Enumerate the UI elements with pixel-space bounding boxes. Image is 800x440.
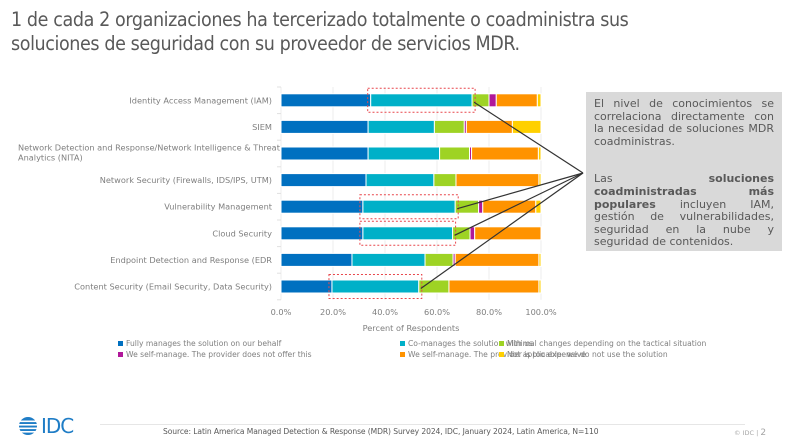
idc-logo: IDC: [18, 414, 74, 438]
category-labels: Identity Access Management (IAM) SIEM Netw…: [18, 95, 281, 291]
insight-callout: El nivel de conocimientos se correlacion…: [586, 92, 782, 251]
bar-segment: [448, 279, 540, 294]
legend-label: Co-manages the solution with us: [408, 339, 533, 348]
legend-swatch: [118, 341, 123, 346]
callout-text: Las: [594, 172, 709, 186]
x-tick-label: 80.0%: [476, 307, 502, 317]
bar-segment: [424, 252, 454, 267]
bar-segment: [280, 279, 333, 294]
callout-paragraph-2: Las soluciones coadministradas más popul…: [594, 173, 774, 249]
category-label: Endpoint Detection and Response (EDR: [110, 255, 272, 265]
callout-text: incluyen IAM, gestión de vulnerabilidade…: [594, 197, 774, 249]
legend-swatch: [400, 341, 405, 346]
bar-segment: [488, 93, 497, 108]
bar-segment: [370, 93, 473, 108]
legend-label: Fully manages the solution on our behalf: [126, 339, 282, 348]
bar-segment: [471, 146, 539, 161]
bar-segment: [365, 173, 435, 188]
connector-line: [454, 172, 584, 236]
legend-label: Minimal changes depending on the tactica…: [507, 339, 707, 348]
page-footer: © IDC | 2: [734, 428, 766, 438]
bar-segment: [280, 119, 369, 134]
bar-segment: [469, 226, 476, 241]
bar-segment: [280, 173, 367, 188]
bar-segment: [538, 279, 542, 294]
bar-segment: [474, 226, 542, 241]
source-note: Source: Latin America Managed Detection …: [163, 427, 599, 436]
separator: |: [756, 429, 759, 437]
x-tick-label: 60.0%: [424, 307, 450, 317]
connector-line: [420, 172, 584, 289]
slide-title: 1 de cada 2 organizaciones ha tercerizad…: [11, 8, 629, 55]
highlight-box: [359, 194, 459, 220]
connector-line: [457, 172, 584, 210]
highlight-box: [367, 87, 476, 113]
legend-swatch: [499, 352, 504, 357]
category-label: Content Security (Email Security, Data S…: [74, 282, 272, 292]
legend-label: We self-manage. The provider does not of…: [126, 350, 312, 359]
category-label: Network Security (Firewalls, IDS/IPS, UT…: [100, 175, 272, 185]
bar-segment: [511, 119, 542, 134]
legend-item: We self-manage. The provider is too expe…: [400, 350, 586, 359]
stacked-bar-chart: Identity Access Management (IAM) SIEM Netw…: [18, 86, 584, 333]
bar-segment: [367, 119, 435, 134]
bar-segment: [280, 199, 364, 214]
callout-connectors: [420, 101, 584, 289]
bar-segment: [280, 252, 353, 267]
gridlines: [277, 86, 542, 301]
legend-item: Minimal changes depending on the tactica…: [499, 339, 706, 348]
callout-paragraph-1: El nivel de conocimientos se correlacion…: [594, 97, 774, 148]
category-label: Identity Access Management (IAM): [129, 95, 272, 105]
callout-emphasis: soluciones coadministradas más populares: [594, 172, 774, 211]
bar-segment: [362, 226, 454, 241]
category-label: Vulnerability Management: [164, 202, 273, 212]
bar-segment: [538, 252, 542, 267]
x-axis-title: Percent of Respondents: [363, 323, 460, 333]
highlight-box: [328, 274, 423, 299]
bar-segment: [537, 146, 542, 161]
category-label: Network Detection and Response/Network I…: [18, 143, 281, 163]
bar-segment: [280, 146, 369, 161]
globe-icon: [18, 417, 38, 435]
bar-segment: [433, 173, 457, 188]
copyright: © IDC: [734, 429, 755, 437]
category-label: SIEM: [252, 122, 272, 132]
legend-swatch: [118, 352, 123, 357]
bar-segment: [495, 93, 538, 108]
footer-divider: [100, 424, 745, 425]
bar-segment: [351, 252, 426, 267]
category-label: Cloud Security: [212, 228, 272, 238]
legend-label: We self-manage. The provider is too expe…: [408, 350, 587, 359]
legend-item: Fully manages the solution on our behalf: [118, 339, 281, 348]
legend-item: Co-manages the solution with us: [400, 339, 533, 348]
bar-segment: [538, 173, 542, 188]
x-tick-label: 20.0%: [320, 307, 346, 317]
bars: [280, 93, 542, 294]
x-tick-label: 100.0%: [525, 307, 556, 317]
legend-swatch: [499, 341, 504, 346]
bar-segment: [362, 199, 456, 214]
connector-line: [473, 101, 584, 174]
legend-item: We self-manage. The provider does not of…: [118, 350, 312, 359]
bar-segment: [439, 146, 471, 161]
bar-segment: [280, 226, 364, 241]
bar-segment: [455, 173, 540, 188]
bar-segment: [367, 146, 441, 161]
legend-swatch: [400, 352, 405, 357]
x-tick-label: 0.0%: [271, 307, 292, 317]
highlight-boxes: [328, 87, 476, 299]
bar-segment: [482, 199, 537, 214]
bar-segment: [433, 119, 465, 134]
bar-segment: [280, 93, 372, 108]
bar-segment: [454, 199, 480, 214]
page-number: 2: [760, 428, 767, 438]
legend-item: Not applicable- we do not use the soluti…: [499, 350, 668, 359]
logo-text: IDC: [41, 414, 74, 438]
bar-segment: [536, 93, 542, 108]
x-tick-labels: 0.0% 20.0% 40.0% 60.0% 80.0% 100.0%: [271, 307, 557, 317]
legend-label: Not applicable- we do not use the soluti…: [507, 350, 668, 359]
bar-segment: [471, 93, 490, 108]
x-tick-label: 40.0%: [372, 307, 398, 317]
bar-segment: [331, 279, 420, 294]
